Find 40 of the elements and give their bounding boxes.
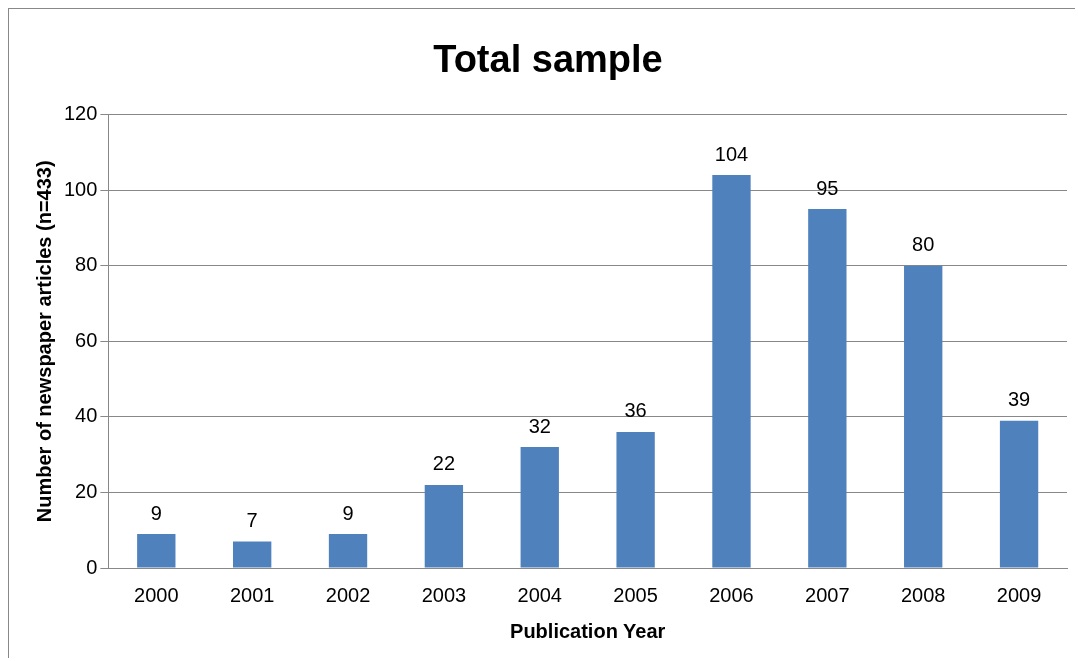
x-tick-label: 2002 xyxy=(325,583,371,606)
y-tick-label: 60 xyxy=(75,328,98,351)
bar xyxy=(616,431,655,568)
y-tick-label: 40 xyxy=(75,404,98,427)
x-tick-label: 2007 xyxy=(805,583,850,606)
y-tick-label: 100 xyxy=(63,177,98,200)
bar xyxy=(520,447,559,568)
data-label: 32 xyxy=(528,414,551,437)
bar xyxy=(808,209,847,568)
data-label: 104 xyxy=(714,142,749,165)
x-tick-label: 2008 xyxy=(900,583,946,606)
data-label: 80 xyxy=(912,233,935,256)
x-tick-label: 2003 xyxy=(421,583,467,606)
x-tick-label: 2000 xyxy=(134,583,179,606)
data-label: 39 xyxy=(1007,388,1031,411)
bar xyxy=(999,420,1039,568)
x-tick-label: 2006 xyxy=(709,583,754,606)
data-label: 9 xyxy=(150,501,162,524)
x-tick-label: 2004 xyxy=(517,583,562,606)
x-axis-title: Publication Year xyxy=(510,619,666,642)
bar xyxy=(232,541,272,568)
bar xyxy=(137,534,176,568)
data-label: 95 xyxy=(816,176,839,199)
y-tick-label: 120 xyxy=(63,102,98,125)
chart-title: Total sample xyxy=(433,38,663,81)
data-label: 7 xyxy=(246,509,258,532)
y-axis-title: Number of newspaper articles (n=433) xyxy=(32,160,55,523)
data-label: 22 xyxy=(432,452,456,475)
bar xyxy=(328,534,368,568)
bar xyxy=(712,175,751,568)
bar xyxy=(424,484,464,568)
x-tick-label: 2009 xyxy=(996,583,1042,606)
x-tick-label: 2001 xyxy=(229,583,275,606)
data-label: 36 xyxy=(624,399,647,422)
y-tick-label: 20 xyxy=(75,479,98,502)
bar xyxy=(904,265,943,568)
y-tick-label: 0 xyxy=(86,555,98,578)
data-label: 9 xyxy=(342,501,354,524)
x-tick-label: 2005 xyxy=(613,583,658,606)
y-tick-label: 80 xyxy=(75,253,98,276)
